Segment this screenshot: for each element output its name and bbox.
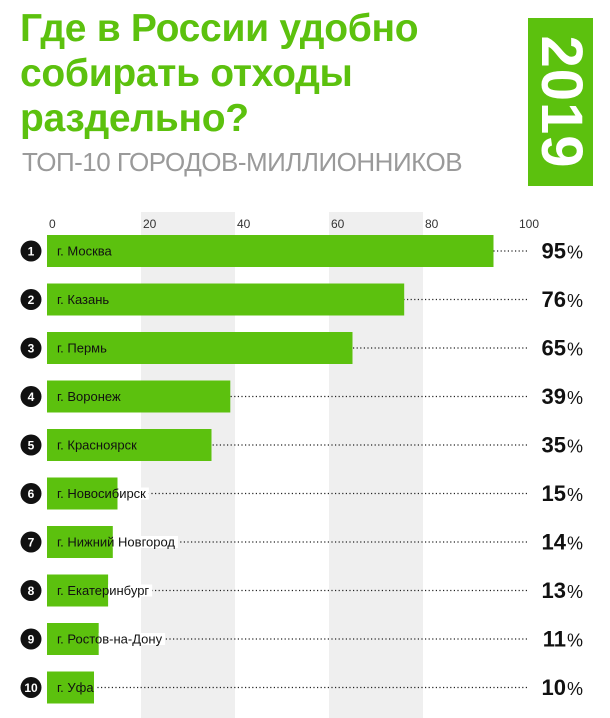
rank-number: 4 [28, 390, 35, 404]
x-tick-label: 20 [143, 217, 157, 231]
value-percent-sign: % [567, 388, 583, 408]
x-tick-label: 80 [425, 217, 439, 231]
city-label-bg [98, 633, 166, 645]
bar [47, 574, 109, 607]
bar [47, 429, 212, 461]
rank-badge [20, 434, 42, 456]
rank-badge [20, 483, 42, 504]
city-label: г. Нижний Новгород [57, 535, 175, 550]
rank-number: 9 [28, 632, 35, 646]
bar [47, 526, 113, 558]
rank-number: 8 [28, 584, 35, 598]
city-label: г. Москва [57, 244, 113, 259]
rank-number: 6 [28, 487, 35, 501]
rank-number: 1 [28, 244, 35, 258]
rank-badge [20, 628, 42, 650]
value-percent-sign: % [567, 340, 583, 360]
value-percent-sign: % [567, 485, 583, 505]
value-label: 76 [542, 287, 566, 312]
city-label: г. Ростов-на-Дону [57, 632, 163, 647]
bar [47, 623, 99, 655]
rank-badge [20, 531, 42, 553]
x-tick-label: 0 [49, 217, 56, 231]
bar [47, 235, 494, 267]
rank-number: 5 [28, 438, 35, 452]
chart-subtitle: ТОП-10 ГОРОДОВ-МИЛЛИОННИКОВ [22, 147, 463, 177]
value-label: 65 [542, 336, 566, 361]
value-percent-sign: % [567, 534, 583, 554]
year-badge: 2019 [528, 18, 594, 186]
value-percent-sign: % [567, 243, 583, 263]
x-tick-label: 100 [519, 217, 539, 231]
rank-badge [20, 337, 42, 359]
rank-badge [20, 289, 42, 310]
bar [47, 332, 353, 364]
value-label: 11 [543, 627, 566, 652]
bar [47, 477, 118, 510]
bar [47, 380, 231, 413]
city-label: г. Воронеж [57, 389, 121, 404]
value-label: 14 [542, 530, 567, 555]
value-label: 15 [542, 481, 566, 506]
value-label: 10 [542, 675, 566, 700]
city-label: г. Новосибирск [57, 486, 146, 501]
year-label: 2019 [528, 35, 594, 169]
rank-badge [20, 386, 42, 407]
city-label: г. Уфа [57, 680, 94, 695]
chart-title: Где в России удобно собирать отходы разд… [20, 7, 419, 140]
value-label: 39 [542, 384, 566, 409]
value-percent-sign: % [567, 582, 583, 602]
city-label: г. Екатеринбург [57, 583, 149, 598]
city-label-bg [112, 536, 179, 548]
city-label: г. Красноярск [57, 438, 137, 453]
rank-badge [20, 677, 42, 698]
city-label: г. Казань [57, 292, 109, 307]
bar [47, 671, 94, 704]
value-percent-sign: % [567, 631, 583, 651]
x-tick-label: 60 [331, 217, 345, 231]
value-label: 35 [542, 433, 566, 458]
city-label-bg [117, 487, 149, 500]
value-label: 95 [542, 239, 566, 264]
value-percent-sign: % [567, 437, 583, 457]
rank-number: 2 [28, 293, 35, 307]
x-tick-label: 40 [237, 217, 251, 231]
value-label: 13 [542, 578, 566, 603]
rank-badge [20, 240, 42, 262]
city-label-bg [94, 681, 97, 694]
city-label: г. Пермь [57, 341, 107, 356]
rank-number: 10 [24, 681, 38, 695]
rank-number: 3 [28, 341, 35, 355]
rank-badge [20, 580, 42, 601]
city-label-bg [108, 584, 153, 597]
value-percent-sign: % [567, 291, 583, 311]
value-percent-sign: % [567, 679, 583, 699]
rank-number: 7 [28, 535, 35, 549]
bar [47, 283, 405, 316]
